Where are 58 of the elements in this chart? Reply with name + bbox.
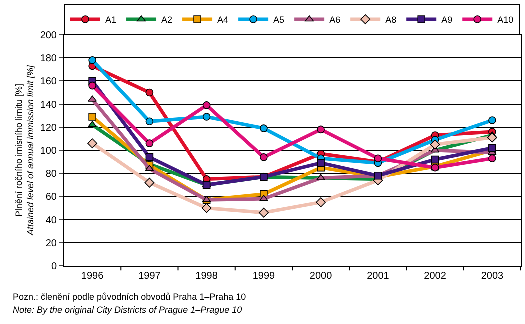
y-tick-label: 40: [46, 215, 58, 226]
legend-label: A6: [330, 15, 341, 26]
x-tick-label: 1996: [81, 271, 104, 282]
y-tick-label: 60: [46, 192, 58, 204]
x-tick-label: 1997: [138, 271, 162, 282]
x-tick-label: 2002: [424, 271, 447, 282]
legend-label: A8: [386, 15, 397, 26]
y-axis-title: Plnění ročního imisního limitu [%] Attained level of annual immission limit [%]: [14, 64, 36, 237]
x-tick-label: 2003: [481, 271, 504, 282]
x-tick-label: 1998: [196, 271, 218, 282]
point: [146, 118, 154, 126]
point: [88, 96, 97, 102]
point: [488, 116, 496, 124]
x-tick-label: 1999: [252, 271, 276, 282]
point: [88, 121, 97, 128]
point: [317, 126, 325, 134]
point: [316, 198, 326, 208]
point: [258, 208, 269, 218]
legend-label: A10: [498, 15, 514, 26]
y-tick-label: 200: [40, 30, 58, 42]
legend-label: A4: [218, 15, 229, 26]
point: [202, 113, 211, 121]
point: [317, 159, 325, 168]
y-tick-label: 140: [40, 100, 58, 111]
point: [374, 154, 382, 162]
text: Note: By the original City Districts of Prague 1–Prague 10: [13, 305, 242, 315]
text: Pozn.: členění podle původních obvodů Praha 1–Praha 10: [13, 292, 246, 302]
point: [88, 113, 96, 121]
point: [88, 56, 96, 64]
y-tick-label: 100: [40, 146, 58, 157]
x-tick-label: 2001: [367, 271, 390, 282]
point: [146, 154, 154, 162]
point: [260, 154, 268, 162]
point: [260, 124, 268, 132]
point: [144, 178, 155, 188]
point: [202, 203, 212, 214]
legend-label: A1: [106, 15, 117, 26]
y-tick-label: 120: [40, 122, 58, 134]
y-tick-label: 20: [46, 238, 58, 250]
point: [146, 88, 154, 97]
legend-label: A9: [442, 15, 453, 26]
legend-label: A5: [274, 15, 285, 26]
y-tick-label: 80: [46, 169, 58, 180]
point: [202, 102, 211, 110]
point: [260, 195, 268, 202]
point: [488, 154, 496, 162]
legend-label: A2: [162, 15, 173, 26]
point: [487, 132, 498, 143]
point: [488, 144, 496, 152]
point: [431, 156, 440, 164]
y-tick-label: 180: [40, 54, 58, 65]
point: [430, 140, 440, 150]
point: [88, 138, 98, 149]
y-tick-label: 160: [40, 76, 58, 88]
x-tick-label: 2000: [310, 271, 333, 282]
point: [88, 82, 96, 90]
point: [146, 140, 154, 148]
y-tick-label: 0: [51, 262, 58, 272]
